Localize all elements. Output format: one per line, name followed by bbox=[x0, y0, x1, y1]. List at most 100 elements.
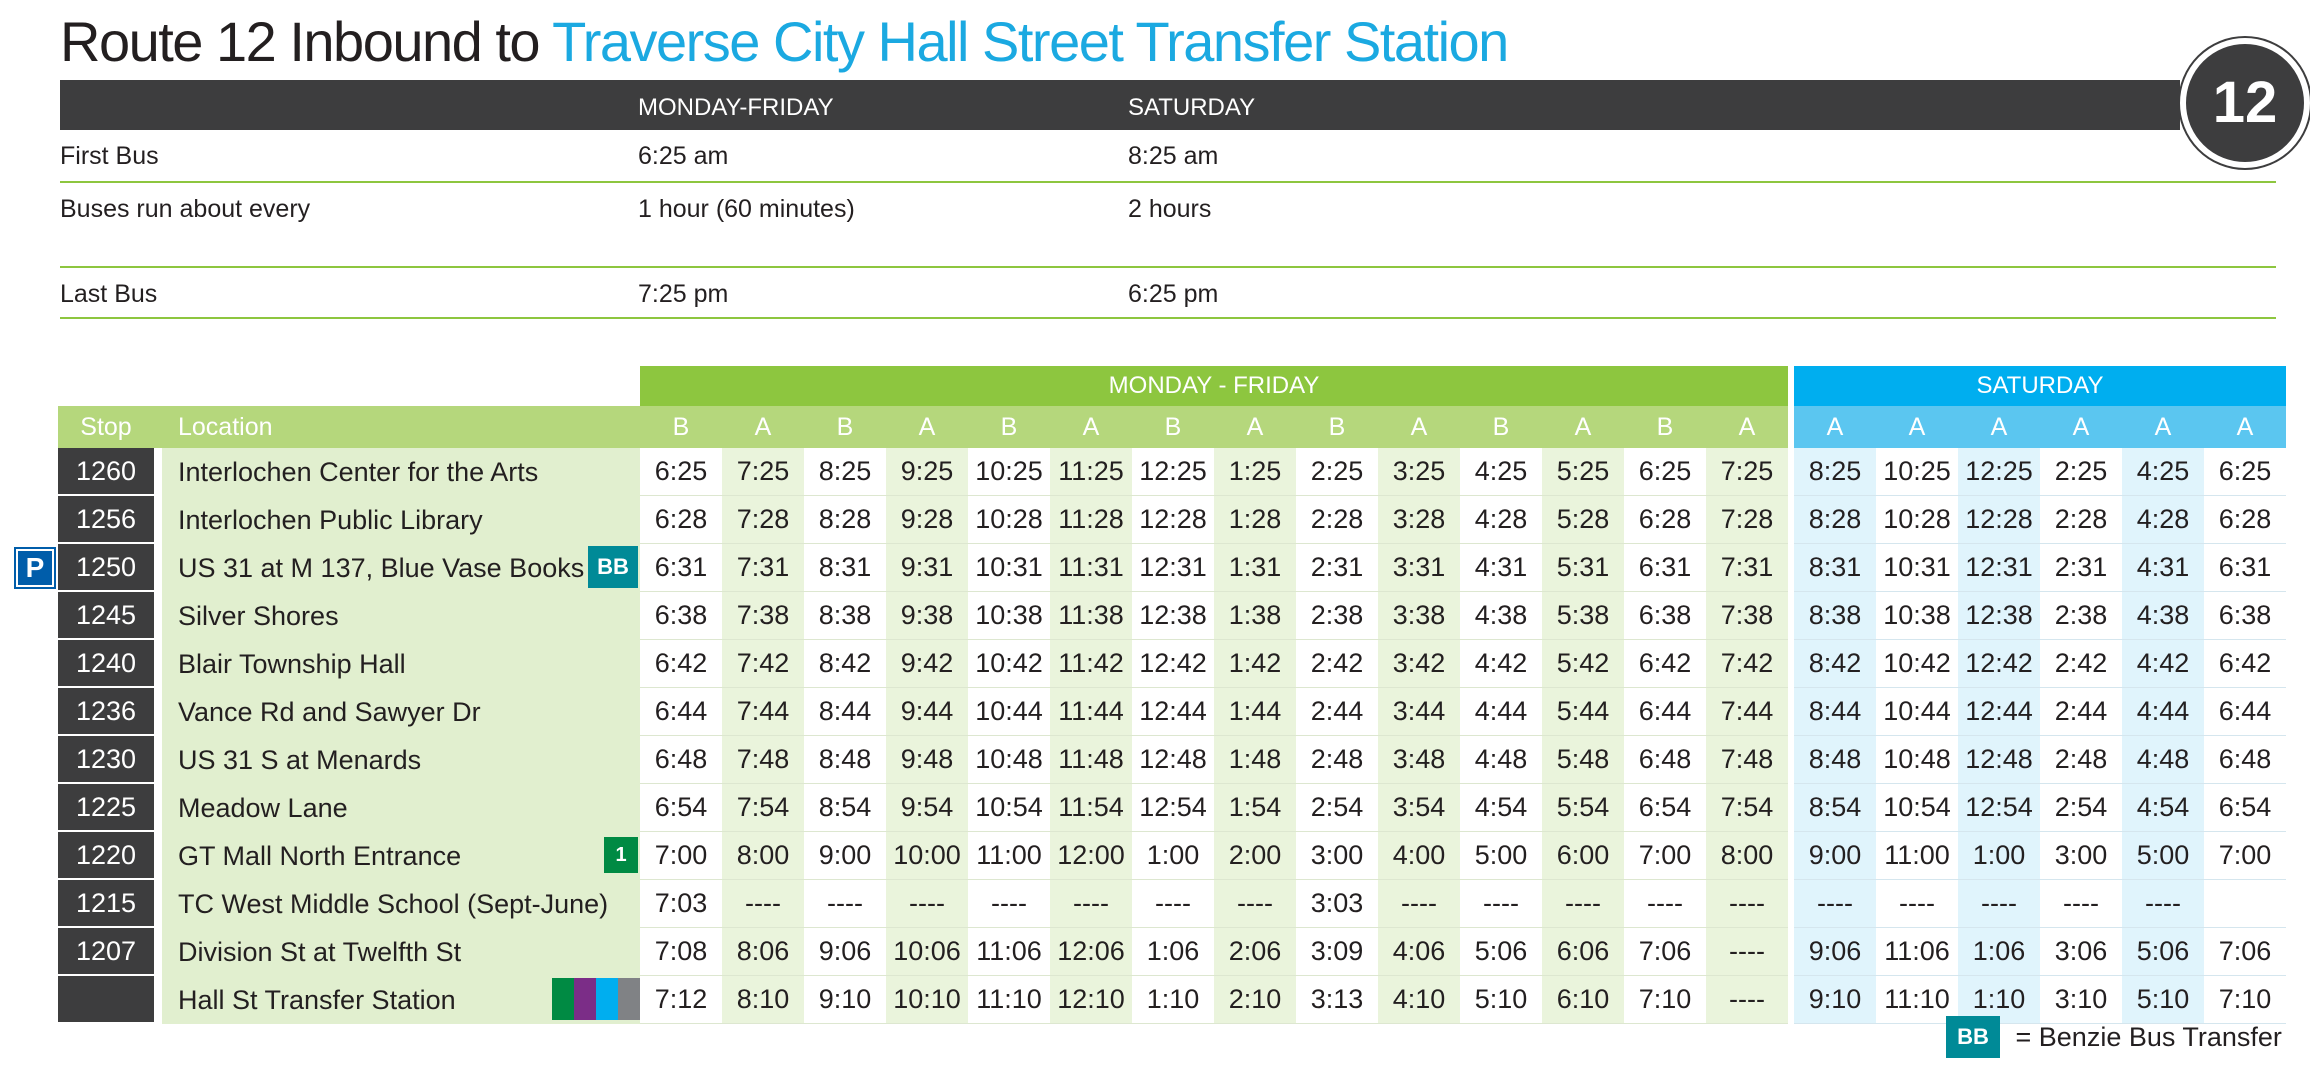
weekday-time: 2:06 bbox=[1214, 928, 1296, 976]
weekday-time: 7:03 bbox=[640, 880, 722, 928]
stop-location-text: Interlochen Public Library bbox=[178, 504, 483, 535]
legend-text: = Benzie Bus Transfer bbox=[2015, 1021, 2282, 1052]
weekday-time: 1:00 bbox=[1132, 832, 1214, 880]
weekday-time: 11:25 bbox=[1050, 448, 1132, 496]
schedule-row: 1256 Interlochen Public Library 6:28 7:28 8:… bbox=[58, 496, 2286, 544]
weekday-time: 10:44 bbox=[968, 688, 1050, 736]
saturday-time: 9:10 bbox=[1794, 976, 1876, 1024]
weekday-time: 6:48 bbox=[640, 736, 722, 784]
legend: BB = Benzie Bus Transfer bbox=[1946, 1016, 2282, 1060]
title-destination: Traverse City Hall Street Transfer Stati… bbox=[552, 10, 1509, 73]
weekday-time: 6:25 bbox=[640, 448, 722, 496]
stop-location-text: Blair Township Hall bbox=[178, 648, 406, 679]
saturday-time: 4:38 bbox=[2122, 592, 2204, 640]
trip-type-header: A bbox=[1542, 406, 1624, 448]
weekday-time: 9:54 bbox=[886, 784, 968, 832]
saturday-time: 6:44 bbox=[2204, 688, 2286, 736]
saturday-time: 2:31 bbox=[2040, 544, 2122, 592]
row-gap bbox=[154, 688, 162, 736]
park-and-ride-icon: P bbox=[16, 549, 54, 587]
saturday-time: 8:44 bbox=[1794, 688, 1876, 736]
weekday-time: 8:31 bbox=[804, 544, 886, 592]
weekday-time: 7:44 bbox=[1706, 688, 1788, 736]
saturday-time: 10:54 bbox=[1876, 784, 1958, 832]
legend-bb-badge: BB bbox=[1946, 1016, 2000, 1058]
weekday-time: ---- bbox=[1214, 880, 1296, 928]
weekday-time: 6:28 bbox=[1624, 496, 1706, 544]
trip-type-header: B bbox=[1296, 406, 1378, 448]
weekday-time: 12:38 bbox=[1132, 592, 1214, 640]
location-column-header: Location bbox=[162, 406, 640, 448]
saturday-time: 2:28 bbox=[2040, 496, 2122, 544]
summary-row-last-bus: Last Bus 7:25 pm 6:25 pm bbox=[60, 268, 2276, 319]
row-separator bbox=[1788, 688, 1794, 736]
weekday-time: 6:00 bbox=[1542, 832, 1624, 880]
summary-label: Buses run about every bbox=[60, 195, 311, 223]
weekday-time: 2:31 bbox=[1296, 544, 1378, 592]
weekday-time: 6:42 bbox=[1624, 640, 1706, 688]
schedule-row: 1236 Vance Rd and Sawyer Dr 6:44 7:44 8:44 9:… bbox=[58, 688, 2286, 736]
weekday-time: 7:28 bbox=[722, 496, 804, 544]
schedule-row: 1207 Division St at Twelfth St 7:08 8:06 9:0… bbox=[58, 928, 2286, 976]
saturday-time: 12:38 bbox=[1958, 592, 2040, 640]
weekday-time: 12:54 bbox=[1132, 784, 1214, 832]
weekday-time: 7:38 bbox=[1706, 592, 1788, 640]
weekday-time: 12:06 bbox=[1050, 928, 1132, 976]
summary-saturday: 6:25 pm bbox=[1128, 280, 1219, 308]
weekday-time: 7:08 bbox=[640, 928, 722, 976]
weekday-time: 11:54 bbox=[1050, 784, 1132, 832]
weekday-time: 4:38 bbox=[1460, 592, 1542, 640]
weekday-time: 7:38 bbox=[722, 592, 804, 640]
trip-type-header: B bbox=[640, 406, 722, 448]
stop-location-text: GT Mall North Entrance bbox=[178, 840, 462, 871]
saturday-time: 10:44 bbox=[1876, 688, 1958, 736]
weekday-time: 11:10 bbox=[968, 976, 1050, 1024]
stop-location: Hall St Transfer Station bbox=[162, 976, 640, 1024]
weekday-time: 5:44 bbox=[1542, 688, 1624, 736]
summary-saturday: 8:25 am bbox=[1128, 142, 1219, 170]
trip-type-header: B bbox=[968, 406, 1050, 448]
weekday-time: 11:44 bbox=[1050, 688, 1132, 736]
weekday-time: 9:42 bbox=[886, 640, 968, 688]
stop-location-text: Hall St Transfer Station bbox=[178, 984, 456, 1015]
weekday-time: 3:54 bbox=[1378, 784, 1460, 832]
saturday-time: 7:10 bbox=[2204, 976, 2286, 1024]
row-gap bbox=[154, 448, 162, 496]
transfer-route-swatch bbox=[618, 978, 640, 1020]
schedule-row: 1260 Interlochen Center for the Arts 6:25 7… bbox=[58, 448, 2286, 496]
schedule-row: 1240 Blair Township Hall 6:42 7:42 8:42 9:42 1… bbox=[58, 640, 2286, 688]
stop-number: 1207 bbox=[58, 928, 154, 976]
saturday-time: 10:25 bbox=[1876, 448, 1958, 496]
saturday-time: ---- bbox=[2040, 880, 2122, 928]
weekday-time: 5:54 bbox=[1542, 784, 1624, 832]
schedule-row: 1220 GT Mall North Entrance 1 7:00 8:00 9:00 1… bbox=[58, 832, 2286, 880]
weekday-time: ---- bbox=[1132, 880, 1214, 928]
weekday-time: 6:38 bbox=[1624, 592, 1706, 640]
weekday-time: 12:00 bbox=[1050, 832, 1132, 880]
weekday-time: 2:10 bbox=[1214, 976, 1296, 1024]
weekday-time: 11:48 bbox=[1050, 736, 1132, 784]
weekday-time: 1:10 bbox=[1132, 976, 1214, 1024]
stop-location-text: Vance Rd and Sawyer Dr bbox=[178, 696, 481, 727]
trip-type-header: A bbox=[886, 406, 968, 448]
saturday-time: 3:00 bbox=[2040, 832, 2122, 880]
weekday-time: 3:48 bbox=[1378, 736, 1460, 784]
weekday-time: 3:31 bbox=[1378, 544, 1460, 592]
stop-location-text: Meadow Lane bbox=[178, 792, 348, 823]
weekday-time: ---- bbox=[1706, 880, 1788, 928]
saturday-time: 1:06 bbox=[1958, 928, 2040, 976]
summary-saturday: 2 hours bbox=[1128, 195, 1212, 223]
weekday-time: 5:42 bbox=[1542, 640, 1624, 688]
weekday-time: 2:38 bbox=[1296, 592, 1378, 640]
saturday-time: 3:10 bbox=[2040, 976, 2122, 1024]
weekday-band: MONDAY - FRIDAY bbox=[640, 366, 1788, 406]
saturday-time: 8:38 bbox=[1794, 592, 1876, 640]
saturday-time: 2:38 bbox=[2040, 592, 2122, 640]
saturday-time: ---- bbox=[1794, 880, 1876, 928]
weekday-time: 6:48 bbox=[1624, 736, 1706, 784]
schedule-row: 1225 Meadow Lane 6:54 7:54 8:54 9:54 10:54 11:5… bbox=[58, 784, 2286, 832]
stop-number: 1230 bbox=[58, 736, 154, 784]
saturday-time: 10:28 bbox=[1876, 496, 1958, 544]
weekday-time: 7:25 bbox=[722, 448, 804, 496]
weekday-time: 1:54 bbox=[1214, 784, 1296, 832]
